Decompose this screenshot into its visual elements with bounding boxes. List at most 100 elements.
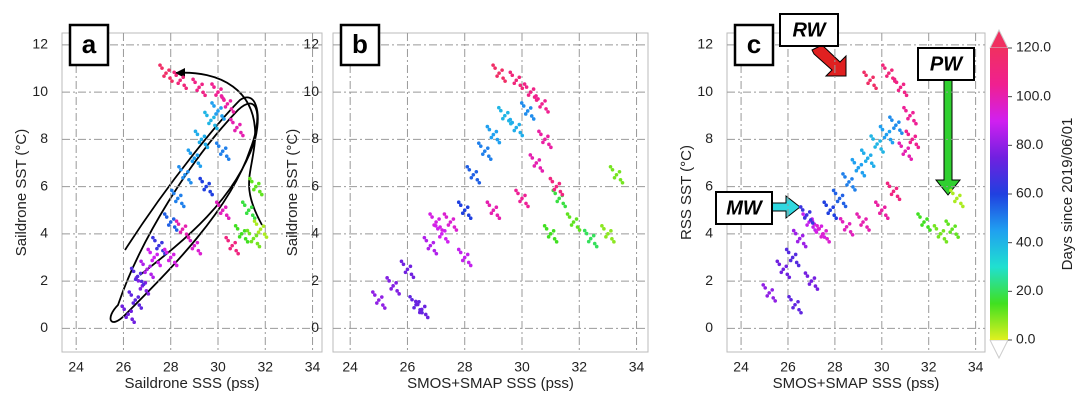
point — [172, 225, 177, 229]
point — [497, 140, 502, 145]
point-cluster — [798, 205, 815, 225]
point — [898, 85, 903, 90]
point — [235, 227, 240, 231]
annotation: PW — [930, 53, 964, 75]
point-cluster — [519, 101, 536, 121]
point — [510, 120, 515, 125]
point — [773, 299, 778, 303]
point — [243, 237, 248, 241]
arrow — [811, 44, 847, 77]
point — [497, 105, 501, 110]
point — [861, 151, 866, 156]
point-cluster — [158, 63, 174, 83]
point — [521, 104, 526, 108]
point — [485, 146, 490, 150]
point — [218, 211, 223, 216]
point — [203, 93, 207, 98]
point — [440, 228, 444, 232]
point — [203, 110, 207, 115]
point — [190, 159, 195, 164]
x-tick-label: 34 — [968, 359, 984, 375]
point — [554, 240, 559, 244]
point — [198, 251, 203, 256]
point — [157, 243, 161, 248]
point — [162, 74, 166, 78]
loop — [109, 102, 259, 323]
point — [518, 199, 522, 204]
point-cluster — [491, 63, 507, 83]
point — [448, 220, 453, 224]
point — [853, 188, 857, 192]
point — [850, 232, 855, 237]
y-tick-label: 6 — [40, 177, 48, 193]
point — [205, 145, 210, 150]
point — [950, 227, 954, 231]
point-cluster — [465, 164, 482, 185]
x-tick-label: 26 — [116, 359, 132, 375]
point — [219, 94, 224, 98]
point — [422, 304, 427, 309]
point — [799, 310, 803, 315]
point — [797, 236, 802, 241]
point — [240, 200, 245, 205]
point — [850, 177, 854, 181]
point — [887, 71, 891, 75]
annotation-box — [779, 13, 839, 47]
point — [220, 208, 225, 213]
point — [164, 215, 169, 219]
point-cluster — [193, 129, 210, 150]
point — [377, 298, 381, 302]
point — [403, 270, 408, 275]
point — [452, 225, 457, 229]
point — [181, 75, 185, 80]
point-cluster — [413, 299, 430, 320]
point — [898, 128, 902, 132]
point — [228, 99, 233, 103]
point — [608, 164, 613, 169]
point — [129, 266, 134, 271]
point — [162, 247, 167, 252]
point — [415, 302, 420, 307]
point — [162, 212, 167, 216]
panel-label-box — [339, 23, 381, 67]
point — [825, 237, 829, 241]
point — [237, 235, 242, 239]
point — [770, 288, 775, 292]
point — [954, 232, 958, 236]
point — [226, 157, 231, 161]
point — [202, 134, 207, 139]
point — [868, 153, 873, 158]
point-cluster — [608, 164, 625, 185]
point — [446, 240, 450, 244]
y-axis-label: Saildrone SST (°C) — [13, 129, 30, 256]
point — [543, 99, 547, 103]
y-tick-label: 12 — [697, 36, 713, 52]
y-tick-label: 10 — [303, 83, 319, 99]
point — [900, 131, 904, 135]
point — [869, 134, 873, 138]
point — [920, 223, 924, 227]
point — [553, 191, 558, 196]
point — [610, 237, 614, 241]
point — [494, 205, 499, 210]
point — [176, 196, 180, 201]
point — [591, 233, 596, 238]
point-cluster — [224, 235, 240, 256]
y-tick-label: 2 — [705, 272, 713, 288]
point-cluster — [442, 212, 459, 232]
point — [428, 243, 433, 248]
point — [138, 271, 143, 276]
y-tick-label: 4 — [40, 225, 48, 241]
point — [899, 144, 904, 148]
point — [860, 170, 865, 175]
point-cluster — [508, 70, 525, 91]
point — [141, 262, 145, 267]
point — [401, 262, 406, 267]
point — [155, 246, 159, 251]
point — [176, 222, 181, 226]
point — [412, 305, 416, 310]
point — [903, 149, 908, 153]
point — [508, 117, 513, 122]
point — [503, 113, 507, 118]
point-cluster — [831, 188, 848, 209]
